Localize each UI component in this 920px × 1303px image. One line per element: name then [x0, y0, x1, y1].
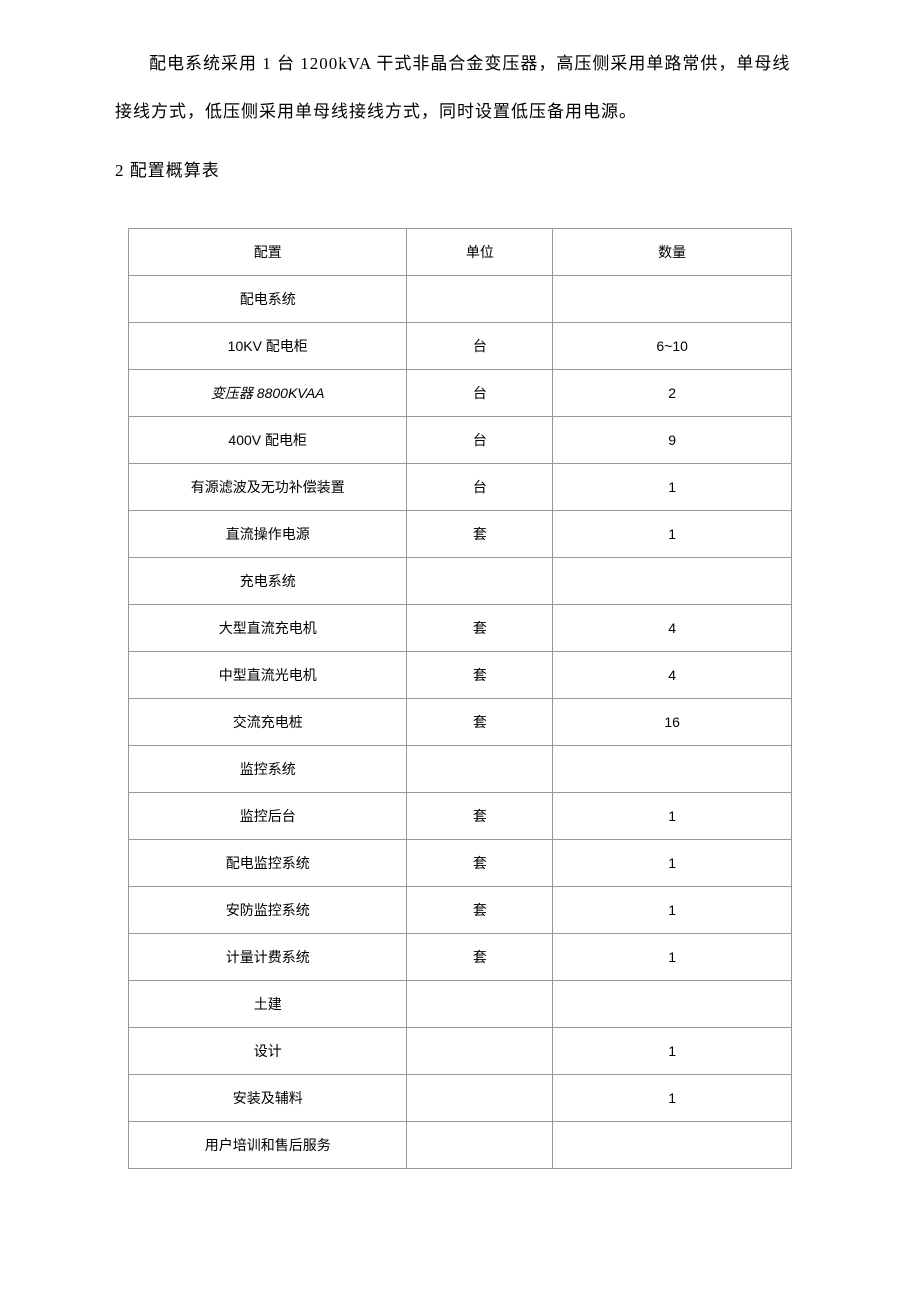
- table-cell-unit: [407, 1121, 553, 1168]
- table-container: 配置 单位 数量 配电系统10KV 配电柜台6~10变压器 8800KVAA台2…: [0, 228, 920, 1169]
- table-cell-config: 配电监控系统: [129, 839, 407, 886]
- document-content: 配电系统采用 1 台 1200kVA 干式非晶合金变压器，高压侧采用单路常供，单…: [0, 40, 920, 193]
- table-row: 大型直流充电机套4: [129, 604, 792, 651]
- table-cell-qty: 1: [553, 839, 792, 886]
- table-cell-qty: 1: [553, 933, 792, 980]
- table-cell-config: 直流操作电源: [129, 510, 407, 557]
- table-cell-unit: 台: [407, 322, 553, 369]
- table-cell-qty: [553, 557, 792, 604]
- table-cell-config: 有源滤波及无功补偿装置: [129, 463, 407, 510]
- table-cell-unit: [407, 557, 553, 604]
- table-cell-config: 充电系统: [129, 557, 407, 604]
- table-row: 中型直流光电机套4: [129, 651, 792, 698]
- table-row: 交流充电桩套16: [129, 698, 792, 745]
- table-cell-config: 用户培训和售后服务: [129, 1121, 407, 1168]
- table-cell-qty: 6~10: [553, 322, 792, 369]
- table-cell-config: 安防监控系统: [129, 886, 407, 933]
- table-row: 400V 配电柜台9: [129, 416, 792, 463]
- table-cell-unit: 套: [407, 698, 553, 745]
- table-header-row: 配置 单位 数量: [129, 228, 792, 275]
- table-cell-qty: 1: [553, 1074, 792, 1121]
- section-title: 2 配置概算表: [115, 150, 805, 193]
- table-cell-config: 配电系统: [129, 275, 407, 322]
- table-cell-qty: 1: [553, 886, 792, 933]
- table-cell-unit: [407, 275, 553, 322]
- table-cell-qty: 1: [553, 1027, 792, 1074]
- table-cell-unit: 套: [407, 510, 553, 557]
- table-row: 变压器 8800KVAA台2: [129, 369, 792, 416]
- table-cell-unit: 台: [407, 463, 553, 510]
- table-body: 配电系统10KV 配电柜台6~10变压器 8800KVAA台2400V 配电柜台…: [129, 275, 792, 1168]
- table-cell-unit: [407, 980, 553, 1027]
- table-row: 有源滤波及无功补偿装置台1: [129, 463, 792, 510]
- table-cell-qty: [553, 745, 792, 792]
- table-row: 配电监控系统套1: [129, 839, 792, 886]
- table-cell-config: 监控后台: [129, 792, 407, 839]
- table-cell-unit: 台: [407, 369, 553, 416]
- table-cell-config: 监控系统: [129, 745, 407, 792]
- table-cell-unit: 套: [407, 792, 553, 839]
- table-row: 10KV 配电柜台6~10: [129, 322, 792, 369]
- table-row: 配电系统: [129, 275, 792, 322]
- table-cell-qty: [553, 275, 792, 322]
- table-cell-config: 10KV 配电柜: [129, 322, 407, 369]
- table-cell-qty: 1: [553, 792, 792, 839]
- table-cell-config: 400V 配电柜: [129, 416, 407, 463]
- table-cell-unit: [407, 1027, 553, 1074]
- table-cell-qty: 9: [553, 416, 792, 463]
- table-cell-qty: [553, 1121, 792, 1168]
- body-paragraph: 配电系统采用 1 台 1200kVA 干式非晶合金变压器，高压侧采用单路常供，单…: [115, 40, 805, 135]
- table-row: 监控后台套1: [129, 792, 792, 839]
- table-cell-qty: 1: [553, 463, 792, 510]
- table-cell-config: 设计: [129, 1027, 407, 1074]
- table-cell-unit: 套: [407, 886, 553, 933]
- config-table: 配置 单位 数量 配电系统10KV 配电柜台6~10变压器 8800KVAA台2…: [128, 228, 792, 1169]
- table-cell-qty: 4: [553, 651, 792, 698]
- table-row: 监控系统: [129, 745, 792, 792]
- table-row: 用户培训和售后服务: [129, 1121, 792, 1168]
- table-cell-config: 土建: [129, 980, 407, 1027]
- table-cell-config: 安装及辅料: [129, 1074, 407, 1121]
- table-cell-unit: 套: [407, 604, 553, 651]
- table-cell-config: 计量计费系统: [129, 933, 407, 980]
- table-row: 安防监控系统套1: [129, 886, 792, 933]
- table-cell-config: 变压器 8800KVAA: [129, 369, 407, 416]
- table-cell-qty: 4: [553, 604, 792, 651]
- table-row: 设计 1: [129, 1027, 792, 1074]
- table-row: 直流操作电源套1: [129, 510, 792, 557]
- table-cell-unit: 套: [407, 839, 553, 886]
- table-cell-qty: 2: [553, 369, 792, 416]
- table-row: 计量计费系统套1: [129, 933, 792, 980]
- table-cell-unit: [407, 1074, 553, 1121]
- table-row: 充电系统: [129, 557, 792, 604]
- table-row: 土建: [129, 980, 792, 1027]
- table-cell-unit: 套: [407, 933, 553, 980]
- table-cell-config: 交流充电桩: [129, 698, 407, 745]
- table-cell-qty: 16: [553, 698, 792, 745]
- table-cell-unit: 套: [407, 651, 553, 698]
- table-cell-config: 大型直流充电机: [129, 604, 407, 651]
- table-cell-unit: [407, 745, 553, 792]
- table-header-unit: 单位: [407, 228, 553, 275]
- table-cell-config: 中型直流光电机: [129, 651, 407, 698]
- table-header-config: 配置: [129, 228, 407, 275]
- table-cell-qty: [553, 980, 792, 1027]
- table-header-qty: 数量: [553, 228, 792, 275]
- table-cell-unit: 台: [407, 416, 553, 463]
- table-cell-qty: 1: [553, 510, 792, 557]
- table-row: 安装及辅料 1: [129, 1074, 792, 1121]
